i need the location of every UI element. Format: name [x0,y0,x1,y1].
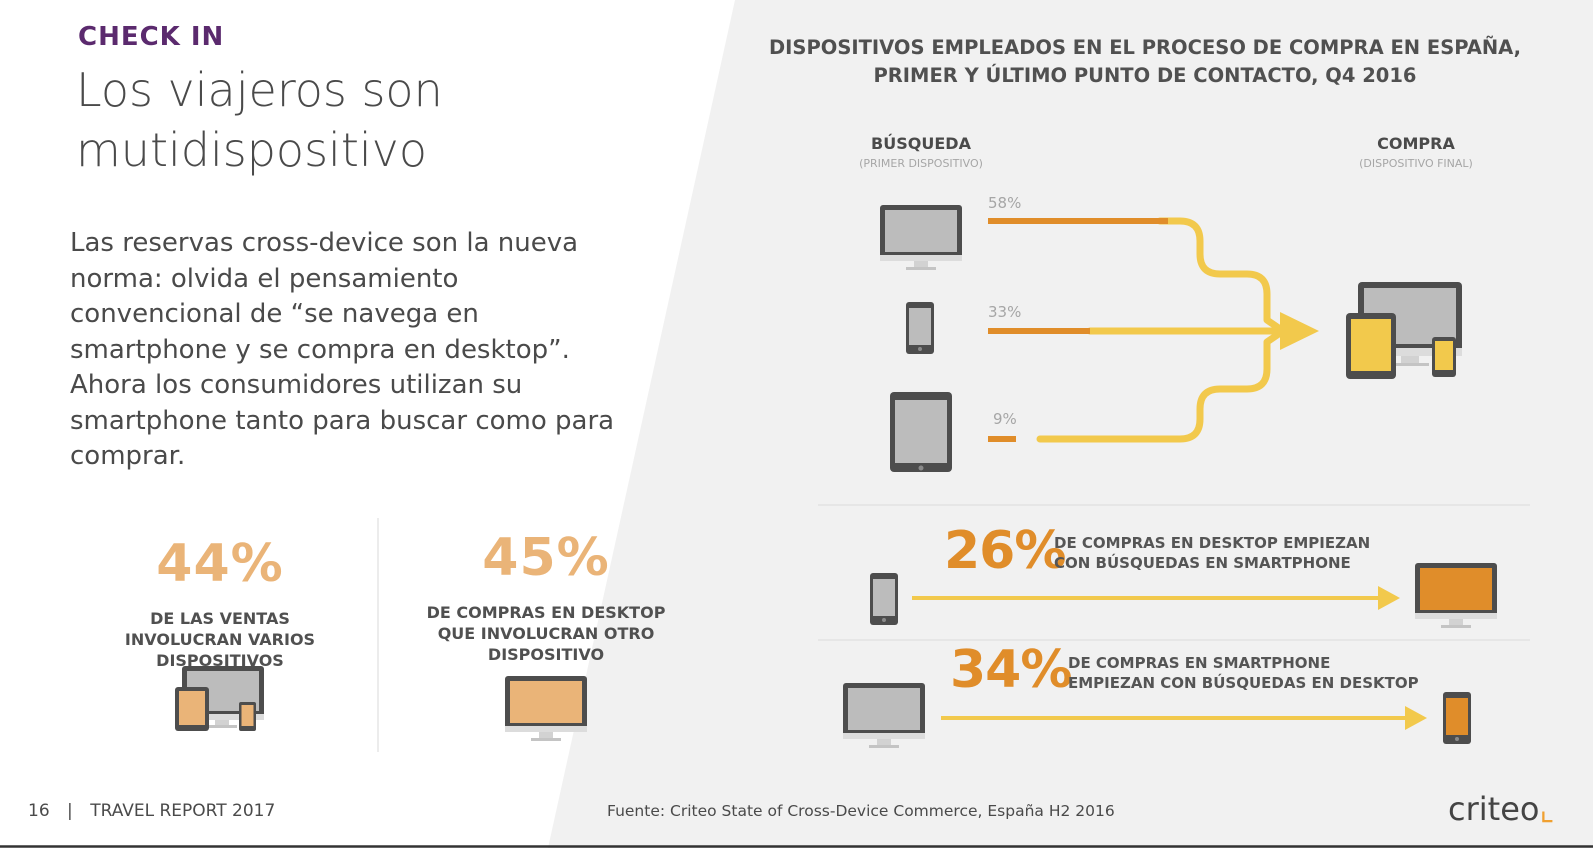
flow-path-desktop [1156,217,1287,335]
footer-left: 16 | TRAVEL REPORT 2017 [28,801,275,821]
smartphone-icon [1443,692,1471,744]
report-name: TRAVEL REPORT 2017 [90,801,276,821]
logo-text: criteo [1448,790,1540,828]
highlight-value: 26% [944,521,1066,581]
chart-title: DISPOSITIVOS EMPLEADOS EN EL PROCESO DE … [735,34,1555,90]
flow-bar-desktop [988,218,1168,224]
flow-percent-tablet: 9% [993,410,1017,428]
flow-arrowhead [1280,312,1319,350]
search-column-heading: BÚSQUEDA [871,134,971,153]
section-label: CHECK IN [78,22,225,52]
desktop-icon [843,683,925,748]
desktop-icon [880,205,962,270]
criteo-logo: criteo⌞ [1448,790,1554,828]
flow-percent-desktop: 58% [988,194,1022,212]
stat-label: DE LAS VENTAS INVOLUCRAN VARIOS DISPOSIT… [124,609,316,670]
chart-title-line1: DISPOSITIVOS EMPLEADOS EN EL PROCESO DE … [768,36,1522,59]
flow-percent-smartphone: 33% [988,303,1022,321]
multi-device-destination-icon [1346,282,1462,379]
tablet-icon [890,392,952,472]
highlight-arrowhead [1378,586,1400,610]
smartphone-icon [870,573,898,625]
buy-column-heading: COMPRA [1377,134,1455,153]
stat-value: 44% [156,534,284,594]
page-number: 16 [28,801,50,821]
desktop-icon [1415,563,1497,628]
stat-value: 45% [482,528,610,588]
chart-title-line2: PRIMER Y ÚLTIMO PUNTO DE CONTACTO, Q4 20… [873,64,1417,87]
intro-paragraph: Las reservas cross-device son la nueva n… [70,228,615,471]
buy-column-subheading: (DISPOSITIVO FINAL) [1359,157,1473,170]
multi-device-icon [175,666,264,731]
desktop-icon [505,676,587,741]
highlight-description-line: DE COMPRAS EN DESKTOP EMPIEZAN [1054,534,1371,552]
source-note: Fuente: Criteo State of Cross-Device Com… [607,802,1115,820]
footer-separator: | [67,801,73,821]
flow-path-tablet [1036,327,1287,443]
highlight-description-line: CON BÚSQUEDAS EN SMARTPHONE [1054,554,1351,572]
highlight-description: DE COMPRAS EN DESKTOP EMPIEZAN CON BÚSQU… [1054,533,1394,573]
stat-label: DE COMPRAS EN DESKTOP QUE INVOLUCRAN OTR… [426,603,666,664]
highlight-value: 34% [950,640,1072,700]
search-column-subheading: (PRIMER DISPOSITIVO) [859,157,983,170]
page-title: Los viajeros son mutidispositivo [76,63,443,177]
logo-mark-icon: ⌞ [1539,790,1555,828]
highlight-arrowhead [1405,706,1427,730]
highlight-description: DE COMPRAS EN SMARTPHONE EMPIEZAN CON BÚ… [1068,653,1428,693]
right-panel-background [548,0,1593,848]
flow-bar-smartphone [988,328,1090,334]
highlight-description-line: DE COMPRAS EN SMARTPHONE [1068,654,1331,672]
smartphone-icon [906,302,934,354]
highlight-description-line: EMPIEZAN CON BÚSQUEDAS EN DESKTOP [1068,674,1419,692]
flow-bar-tablet [988,436,1016,442]
